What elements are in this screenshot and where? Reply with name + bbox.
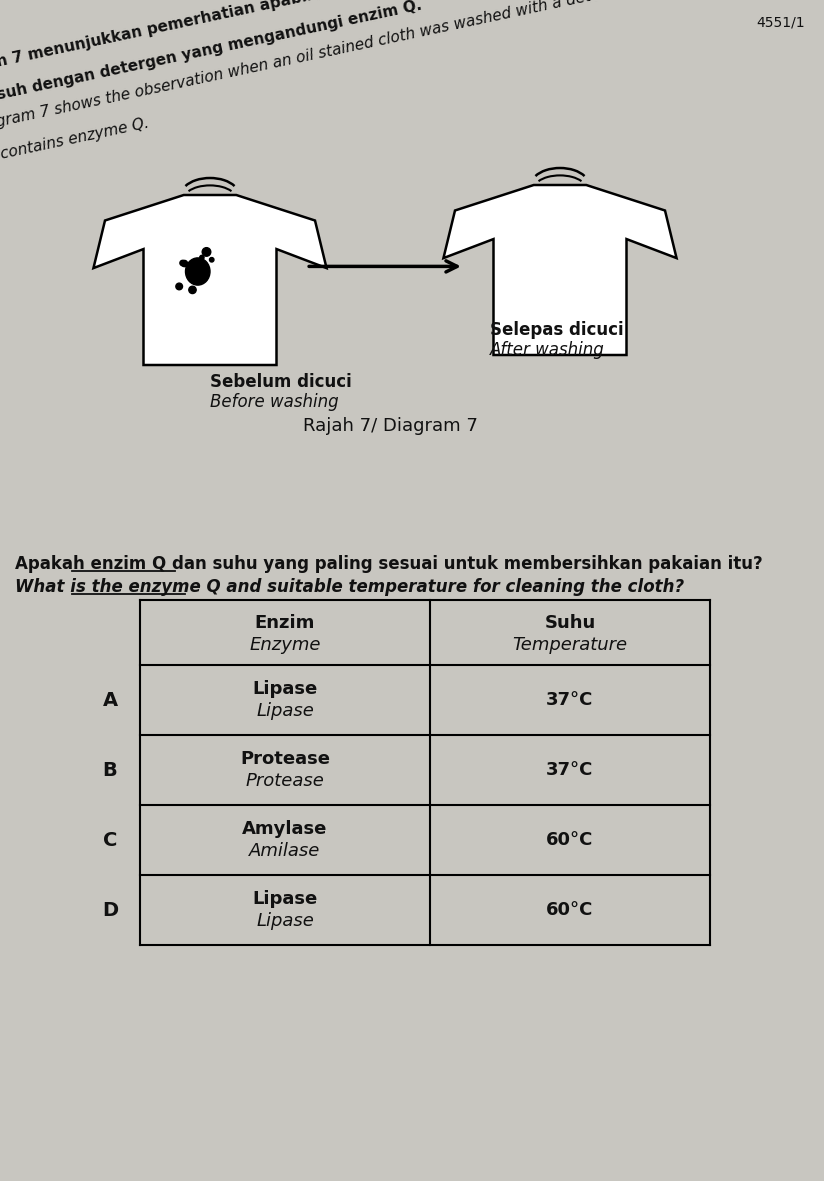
Text: Amilase: Amilase [250, 842, 321, 860]
Text: 60°C: 60°C [546, 901, 593, 919]
Text: ibasuh dengan detergen yang mengandungi enzim Q.: ibasuh dengan detergen yang mengandungi … [0, 0, 424, 107]
Text: Lipase: Lipase [252, 680, 317, 698]
Text: 37°C: 37°C [546, 761, 593, 779]
Ellipse shape [185, 257, 210, 285]
Circle shape [191, 260, 199, 267]
Text: D: D [102, 900, 118, 920]
Circle shape [180, 260, 185, 266]
Circle shape [189, 286, 196, 294]
Text: C: C [103, 830, 117, 849]
Text: A: A [102, 691, 118, 710]
Text: Protease: Protease [240, 750, 330, 768]
Text: Rajah 7/ Diagram 7: Rajah 7/ Diagram 7 [302, 417, 477, 435]
Text: Enzim: Enzim [255, 613, 316, 632]
Text: Selepas dicuci: Selepas dicuci [490, 321, 624, 339]
Text: Lipase: Lipase [256, 702, 314, 720]
Text: 60°C: 60°C [546, 831, 593, 849]
Text: Diagram 7 shows the observation when an oil stained cloth was washed with a dete: Diagram 7 shows the observation when an … [0, 0, 642, 135]
Circle shape [202, 248, 211, 256]
Text: Enzyme: Enzyme [249, 635, 321, 653]
Text: B: B [103, 761, 117, 779]
Text: Lipase: Lipase [256, 912, 314, 929]
Text: Before washing: Before washing [210, 393, 339, 411]
Text: Apakah enzim Q dan suhu yang paling sesuai untuk membersihkan pakaian itu?: Apakah enzim Q dan suhu yang paling sesu… [15, 555, 763, 573]
Circle shape [176, 283, 183, 289]
Text: Temperature: Temperature [513, 635, 628, 653]
Text: 37°C: 37°C [546, 691, 593, 709]
Polygon shape [93, 195, 326, 365]
Text: Suhu: Suhu [545, 613, 596, 632]
Text: Protease: Protease [246, 772, 325, 790]
Circle shape [209, 257, 214, 262]
Text: Amylase: Amylase [242, 820, 328, 839]
Text: ajah 7 menunjukkan pemerhatian apabıla sehelai pakaian dengan kesan minyak: ajah 7 menunjukkan pemerhatian apabıla s… [0, 0, 648, 74]
Circle shape [199, 255, 204, 260]
Text: After washing: After washing [490, 341, 605, 359]
Text: hat contains enzyme Q.: hat contains enzyme Q. [0, 116, 151, 168]
Polygon shape [443, 185, 677, 355]
Text: Sebelum dicuci: Sebelum dicuci [210, 373, 352, 391]
Text: 4551/1: 4551/1 [756, 15, 805, 30]
Text: What is the enzyme Q and suitable temperature for cleaning the cloth?: What is the enzyme Q and suitable temper… [15, 578, 684, 596]
Circle shape [181, 260, 188, 267]
Text: Lipase: Lipase [252, 890, 317, 908]
